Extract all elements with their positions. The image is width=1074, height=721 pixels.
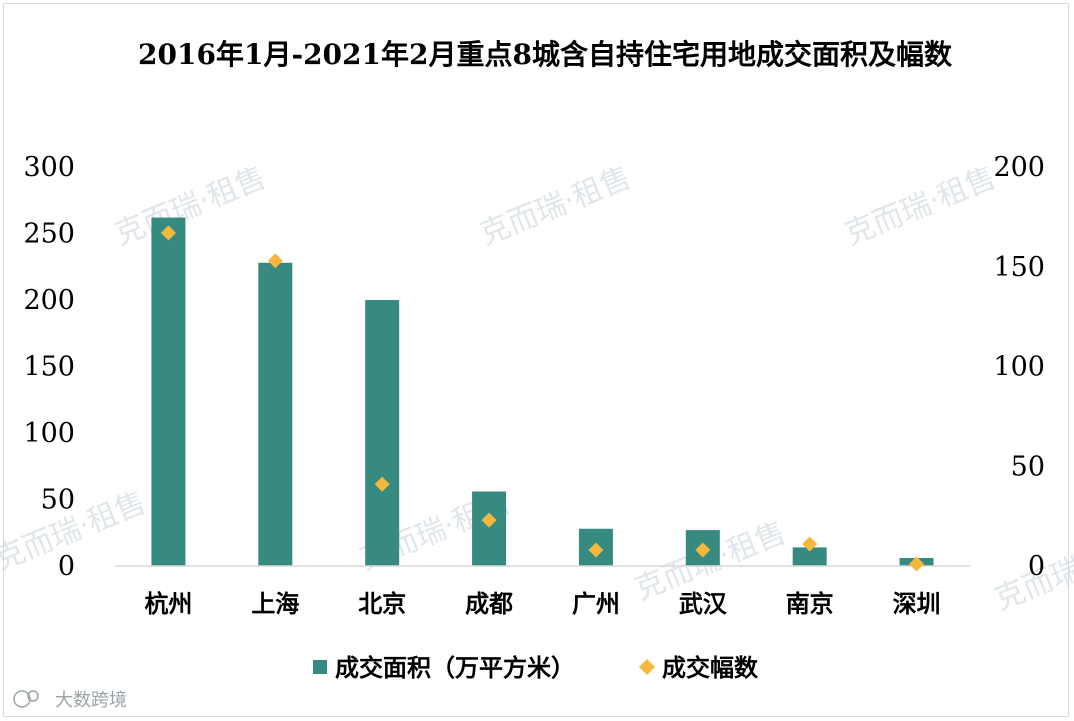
- logo-icon-dot: [27, 690, 39, 702]
- y-left-tick-label: 300: [23, 152, 75, 183]
- legend-swatch-bar: [313, 660, 327, 674]
- x-axis-categories: 杭州 上海 北京 成都 广州 武汉 南京 深圳: [144, 589, 940, 618]
- marker-point: [267, 253, 283, 269]
- bar: [792, 547, 827, 566]
- y-left-tick-label: 150: [23, 352, 75, 383]
- chart-frame: [3, 3, 1069, 717]
- y-left-tick-label: 250: [23, 219, 75, 250]
- y-right-tick-label: 0: [1028, 551, 1045, 582]
- marker-point: [909, 556, 925, 572]
- legend-label-marker: 成交幅数: [662, 653, 759, 682]
- x-category-label: 成都: [465, 589, 513, 618]
- marker-point: [588, 542, 604, 558]
- marker-point: [374, 476, 390, 492]
- x-category-label: 广州: [572, 589, 620, 618]
- logo-icon: [13, 690, 31, 708]
- bar: [151, 217, 186, 567]
- watermark-text: 克而瑞·租售: [110, 160, 271, 252]
- y-left-tick-label: 200: [23, 285, 75, 316]
- chart-title: 2016年1月-2021年2月重点8城含自持住宅用地成交面积及幅数: [138, 38, 952, 71]
- watermark-text: 克而瑞·租售: [0, 485, 151, 577]
- marker-point: [481, 512, 497, 528]
- watermark-text: 克而瑞·租售: [840, 160, 1001, 252]
- bar: [365, 300, 400, 566]
- x-category-label: 武汉: [679, 589, 728, 618]
- x-category-label: 北京: [358, 589, 406, 618]
- legend-swatch-marker: [639, 659, 655, 675]
- legend: 成交面积（万平方米） 成交幅数: [313, 653, 759, 682]
- x-category-label: 南京: [786, 589, 834, 618]
- marker-point: [160, 225, 176, 241]
- footer-logo: 大数跨境: [13, 690, 127, 711]
- x-category-label: 杭州: [144, 589, 192, 618]
- marker-point: [802, 536, 818, 552]
- y-right-tick-label: 150: [993, 252, 1045, 283]
- y-axis-left-ticks: 0 50 100 150 200 250 300: [23, 152, 75, 582]
- bar: [258, 262, 293, 566]
- footer-logo-text: 大数跨境: [55, 690, 127, 711]
- y-left-tick-label: 100: [23, 418, 75, 449]
- y-right-tick-label: 50: [1011, 451, 1045, 482]
- y-left-tick-label: 50: [41, 485, 75, 516]
- marker-series: [160, 225, 925, 572]
- watermark-text: 克而瑞·租售: [475, 160, 636, 252]
- legend-label-bar: 成交面积（万平方米）: [335, 653, 575, 682]
- x-category-label: 上海: [251, 589, 299, 618]
- y-right-tick-label: 100: [993, 352, 1045, 383]
- bar: [472, 491, 507, 566]
- bar-series: [151, 217, 934, 567]
- y-axis-right-ticks: 0 50 100 150 200: [993, 152, 1045, 582]
- marker-point: [695, 542, 711, 558]
- y-right-tick-label: 200: [993, 152, 1045, 183]
- x-category-label: 深圳: [893, 589, 941, 618]
- y-left-tick-label: 0: [58, 551, 75, 582]
